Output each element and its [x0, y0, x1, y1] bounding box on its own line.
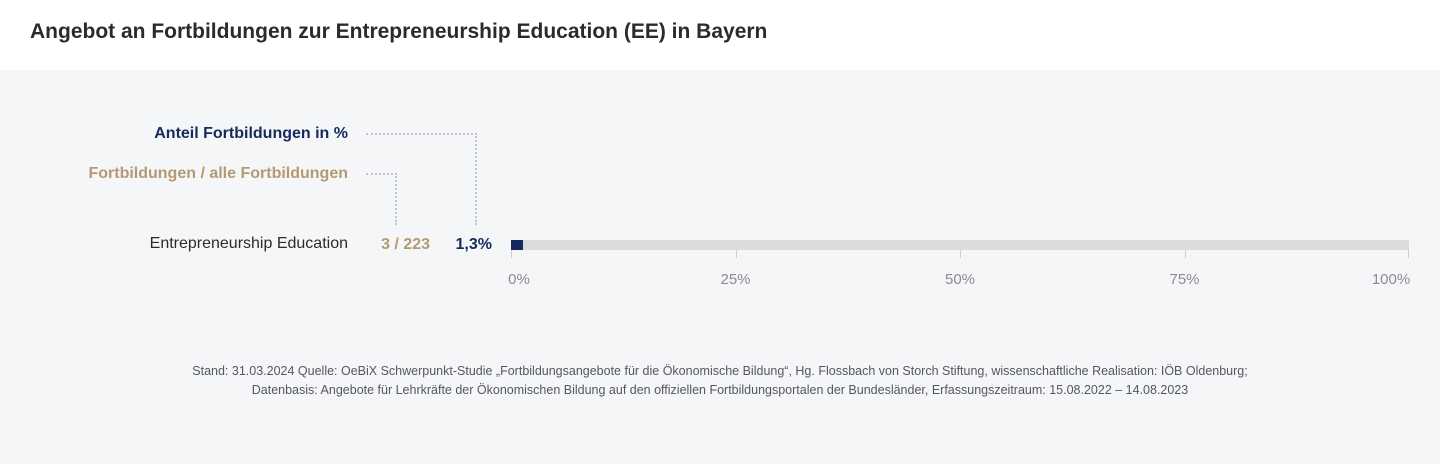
category-label: Entrepreneurship Education	[149, 235, 348, 252]
source-note: Stand: 31.03.2024 Quelle: OeBiX Schwerpu…	[0, 362, 1440, 400]
bar-track	[511, 240, 1409, 250]
x-tick-label-100: 100%	[1371, 271, 1411, 288]
x-tick-label-75: 75%	[1169, 271, 1200, 288]
x-tick-label-25: 25%	[720, 271, 751, 288]
source-line-1: Stand: 31.03.2024 Quelle: OeBiX Schwerpu…	[192, 364, 1248, 378]
value-label: 1,3%	[455, 236, 492, 253]
legend-share-leader-vertical	[475, 133, 477, 225]
chart-title: Angebot an Fortbildungen zur Entrepreneu…	[30, 20, 768, 43]
header: Angebot an Fortbildungen zur Entrepreneu…	[0, 0, 1440, 70]
source-line-2: Datenbasis: Angebote für Lehrkräfte der …	[251, 383, 1189, 397]
legend-count-leader-vertical	[395, 173, 397, 225]
legend-count-label: Fortbildungen / alle Fortbildungen	[88, 165, 348, 182]
count-label: 3 / 223	[381, 236, 430, 253]
x-tick-label-0: 0%	[508, 271, 530, 288]
bar-entrepreneurship-education	[511, 240, 523, 250]
legend-count-leader-horizontal	[366, 173, 397, 175]
legend-share-leader-horizontal	[366, 133, 477, 135]
legend-share-label: Anteil Fortbildungen in %	[154, 125, 348, 142]
x-tick-label-50: 50%	[944, 271, 976, 288]
